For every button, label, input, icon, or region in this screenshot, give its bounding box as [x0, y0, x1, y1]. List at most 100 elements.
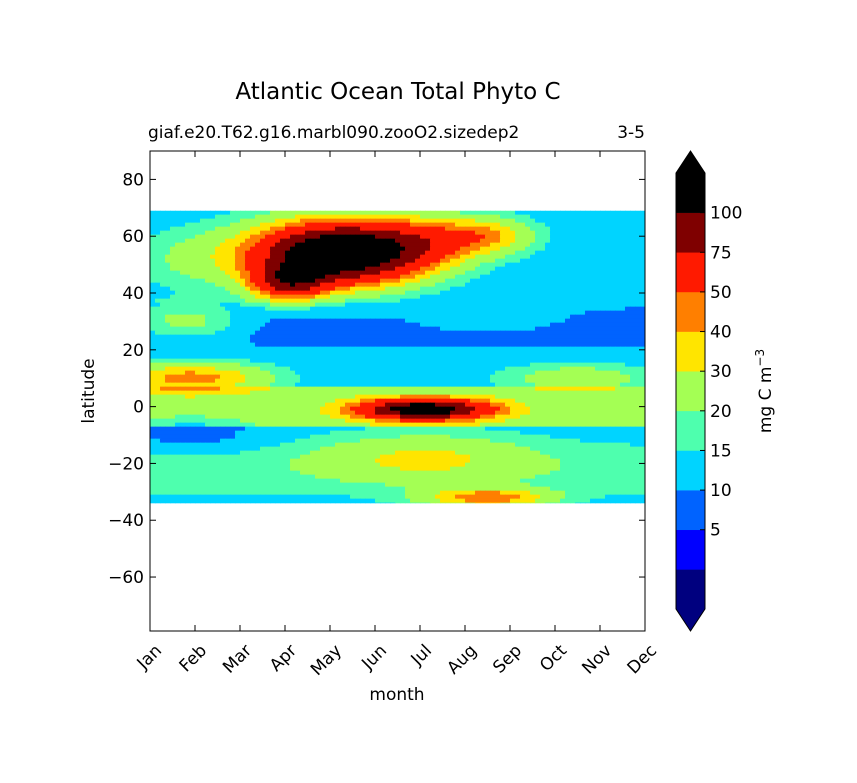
heatmap-cell [205, 342, 211, 348]
heatmap-cell [170, 258, 176, 264]
heatmap-cell [575, 330, 581, 336]
heatmap-cell [635, 406, 641, 412]
heatmap-cell [480, 366, 486, 372]
heatmap-cell [295, 382, 301, 388]
heatmap-cell [605, 326, 611, 332]
heatmap-cell [405, 306, 411, 312]
heatmap-cell [390, 290, 396, 296]
heatmap-cell [235, 354, 241, 360]
heatmap-cell [605, 370, 611, 376]
heatmap-cell [615, 334, 621, 340]
heatmap-cell [615, 218, 621, 224]
heatmap-cell [570, 302, 576, 308]
heatmap-cell [535, 358, 541, 364]
heatmap-cell [180, 210, 186, 216]
heatmap-cell [170, 298, 176, 304]
heatmap-cell [535, 222, 541, 228]
heatmap-cell [560, 310, 566, 316]
heatmap-cell [175, 242, 181, 248]
heatmap-cell [530, 254, 536, 260]
heatmap-cell [495, 246, 501, 252]
heatmap-cell [635, 310, 641, 316]
heatmap-cell [555, 234, 561, 240]
heatmap-cell [365, 282, 371, 288]
heatmap-cell [285, 306, 291, 312]
heatmap-cell [540, 378, 546, 384]
heatmap-cell [280, 362, 286, 368]
heatmap-cell [585, 214, 591, 220]
heatmap-cell [540, 318, 546, 324]
heatmap-cell [315, 286, 321, 292]
heatmap-cell [585, 386, 591, 392]
heatmap-cell [400, 358, 406, 364]
heatmap-cell [540, 350, 546, 356]
heatmap-cell [490, 326, 496, 332]
heatmap-cell [595, 326, 601, 332]
heatmap-cell [390, 338, 396, 344]
heatmap-cell [550, 286, 556, 292]
heatmap-cell [575, 294, 581, 300]
heatmap-cell [335, 390, 341, 396]
heatmap-cell [415, 390, 421, 396]
heatmap-cell [505, 306, 511, 312]
heatmap-cell [590, 390, 596, 396]
heatmap-cell [555, 394, 561, 400]
heatmap-cell [575, 266, 581, 272]
heatmap-cell [495, 282, 501, 288]
heatmap-cell [415, 290, 421, 296]
heatmap-cell [465, 394, 471, 400]
heatmap-cell [300, 322, 306, 328]
heatmap-cell [610, 246, 616, 252]
heatmap-cell [460, 302, 466, 308]
heatmap-cell [205, 382, 211, 388]
heatmap-cell [500, 330, 506, 336]
heatmap-cell [200, 250, 206, 256]
heatmap-cell [170, 362, 176, 368]
heatmap-cell [295, 274, 301, 280]
heatmap-cell [425, 294, 431, 300]
heatmap-cell [230, 290, 236, 296]
heatmap-cell [315, 258, 321, 264]
heatmap-cell [260, 286, 266, 292]
heatmap-cell [610, 350, 616, 356]
heatmap-cell [170, 390, 176, 396]
heatmap-cell [520, 230, 526, 236]
heatmap-cell [265, 354, 271, 360]
heatmap-cell [450, 286, 456, 292]
heatmap-cell [565, 370, 571, 376]
heatmap-cell [370, 242, 376, 248]
heatmap-cell [215, 242, 221, 248]
heatmap-cell [475, 210, 481, 216]
heatmap-cell [530, 374, 536, 380]
heatmap-cell [215, 234, 221, 240]
heatmap-cell [315, 334, 321, 340]
heatmap-cell [300, 250, 306, 256]
heatmap-cell [425, 210, 431, 216]
heatmap-cell [435, 242, 441, 248]
heatmap-cell [415, 254, 421, 260]
heatmap-cell [580, 298, 586, 304]
heatmap-cell [600, 286, 606, 292]
heatmap-cell [175, 402, 181, 408]
heatmap-cell [200, 214, 206, 220]
heatmap-cell [185, 210, 191, 216]
heatmap-cell [640, 242, 645, 248]
heatmap-cell [255, 270, 261, 276]
heatmap-cell [585, 250, 591, 256]
heatmap-cell [435, 226, 441, 232]
heatmap-cell [220, 270, 226, 276]
heatmap-cell [255, 234, 261, 240]
heatmap-cell [150, 314, 156, 320]
heatmap-cell [295, 362, 301, 368]
heatmap-cell [340, 274, 346, 280]
heatmap-cell [500, 342, 506, 348]
heatmap-cell [210, 382, 216, 388]
heatmap-cell [340, 250, 346, 256]
heatmap-cell [460, 298, 466, 304]
heatmap-cell [475, 398, 481, 404]
heatmap-cell [545, 270, 551, 276]
heatmap-cell [350, 374, 356, 380]
heatmap-cell [570, 386, 576, 392]
heatmap-cell [455, 294, 461, 300]
heatmap-cell [355, 410, 361, 416]
